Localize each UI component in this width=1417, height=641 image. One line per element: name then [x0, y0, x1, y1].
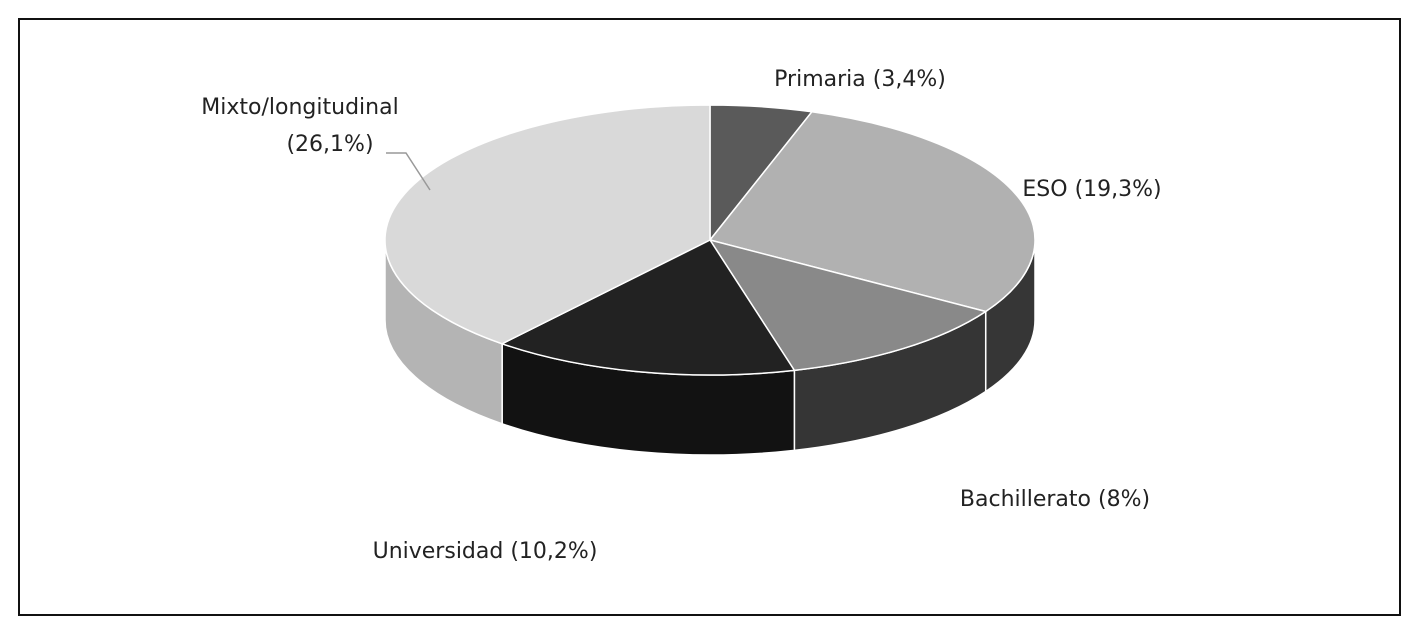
pie-slice — [500, 239, 796, 376]
slice-label: ESO (19,3%) — [1022, 177, 1161, 202]
pie-slice — [708, 111, 1036, 313]
category-label: Mixto/longitudinal — [201, 95, 398, 120]
pie-slice — [708, 238, 988, 372]
category-label: Bachillerato — [960, 487, 1091, 512]
slice-label: Universidad (10,2%) — [373, 539, 598, 564]
labels: Primaria (3,4%) ESO (19,3%) Bachillerato (8%)… — [201, 67, 1161, 564]
value-label: (26,1%) — [286, 132, 373, 157]
value-label: (10,2%) — [510, 539, 597, 564]
value-label: (19,3%) — [1075, 177, 1162, 202]
slice-label: Primaria (3,4%) — [774, 67, 946, 92]
pie-sides — [384, 239, 1036, 456]
value-label: (3,4%) — [873, 67, 946, 92]
leader-line — [386, 152, 431, 191]
pie-slice — [384, 104, 711, 345]
slice-label: Bachillerato (8%) — [960, 487, 1150, 512]
category-label: ESO — [1022, 177, 1067, 202]
value-label: (8%) — [1098, 487, 1150, 512]
category-label: Universidad — [373, 539, 504, 564]
slice-label: Mixto/longitudinal (26,1%) — [201, 95, 398, 157]
pie-tops — [384, 104, 1036, 376]
category-label: Primaria — [774, 67, 866, 92]
